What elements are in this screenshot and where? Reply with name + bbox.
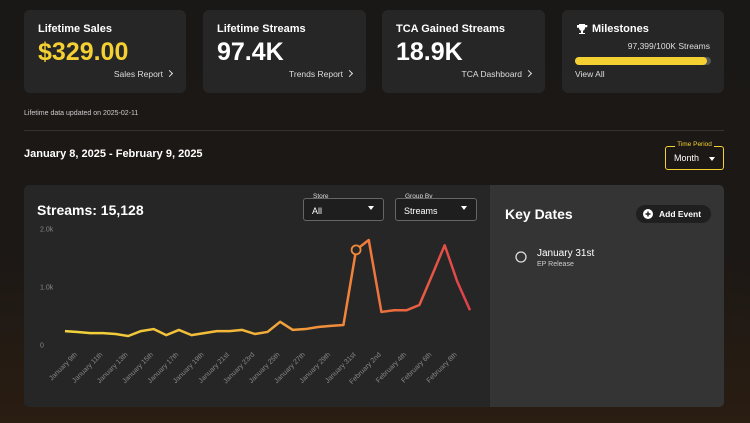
key-date-note: EP Release: [537, 261, 574, 268]
time-period-label: Time Period: [675, 141, 714, 148]
group-by-value: Streams: [404, 206, 438, 216]
y-tick-label: 1.0k: [40, 285, 54, 292]
updated-note: Lifetime data updated on 2025-02-11: [24, 110, 139, 117]
streams-line: [64, 238, 472, 338]
group-by-label: Group By: [405, 193, 433, 200]
add-event-button[interactable]: Add Event: [636, 205, 711, 223]
store-select[interactable]: All: [303, 198, 384, 221]
progress-bar: [575, 57, 708, 65]
stat-value: 18.9K: [396, 38, 463, 66]
trophy-icon: [577, 24, 588, 34]
chart-title: Streams: 15,128: [37, 202, 144, 218]
y-tick-label: 2.0k: [40, 227, 54, 234]
stat-value: $329.00: [38, 38, 129, 66]
store-label: Store: [313, 193, 329, 200]
milestone-title: Milestones: [592, 23, 649, 35]
stat-link[interactable]: Trends Report: [289, 69, 352, 79]
milestone-card: Milestones 97,399/100K Streams View All: [562, 10, 724, 93]
divider: [24, 130, 724, 131]
stat-title: Lifetime Streams: [217, 23, 306, 35]
store-value: All: [312, 206, 323, 216]
key-date-marker: [350, 244, 362, 256]
y-tick-label: 0: [40, 343, 44, 350]
stat-card: TCA Gained Streams 18.9K TCA Dashboard: [382, 10, 545, 93]
date-range: January 8, 2025 - February 9, 2025: [24, 148, 203, 160]
stat-title: Lifetime Sales: [38, 23, 112, 35]
progress-track: [575, 57, 711, 65]
time-period-value: Month: [674, 153, 700, 163]
stat-link[interactable]: Sales Report: [114, 69, 172, 79]
group-by-select[interactable]: Streams: [395, 198, 477, 221]
time-period-select[interactable]: Time Period Month: [665, 141, 724, 170]
caret: [709, 157, 715, 161]
key-date-icon: [515, 251, 527, 263]
stat-title: TCA Gained Streams: [396, 23, 506, 35]
stat-card: Lifetime Streams 97.4K Trends Report: [203, 10, 366, 93]
key-date: January 31st: [537, 248, 595, 259]
milestone-progress-label: 97,399/100K Streams: [627, 41, 710, 51]
milestone-link[interactable]: View All: [575, 69, 605, 79]
plus-icon: [643, 209, 653, 219]
stat-link[interactable]: TCA Dashboard: [462, 69, 531, 79]
key-dates-title: Key Dates: [505, 206, 573, 222]
add-event-label: Add Event: [659, 209, 702, 219]
stat-value: 97.4K: [217, 38, 284, 66]
stat-card: Lifetime Sales $329.00 Sales Report: [24, 10, 186, 93]
